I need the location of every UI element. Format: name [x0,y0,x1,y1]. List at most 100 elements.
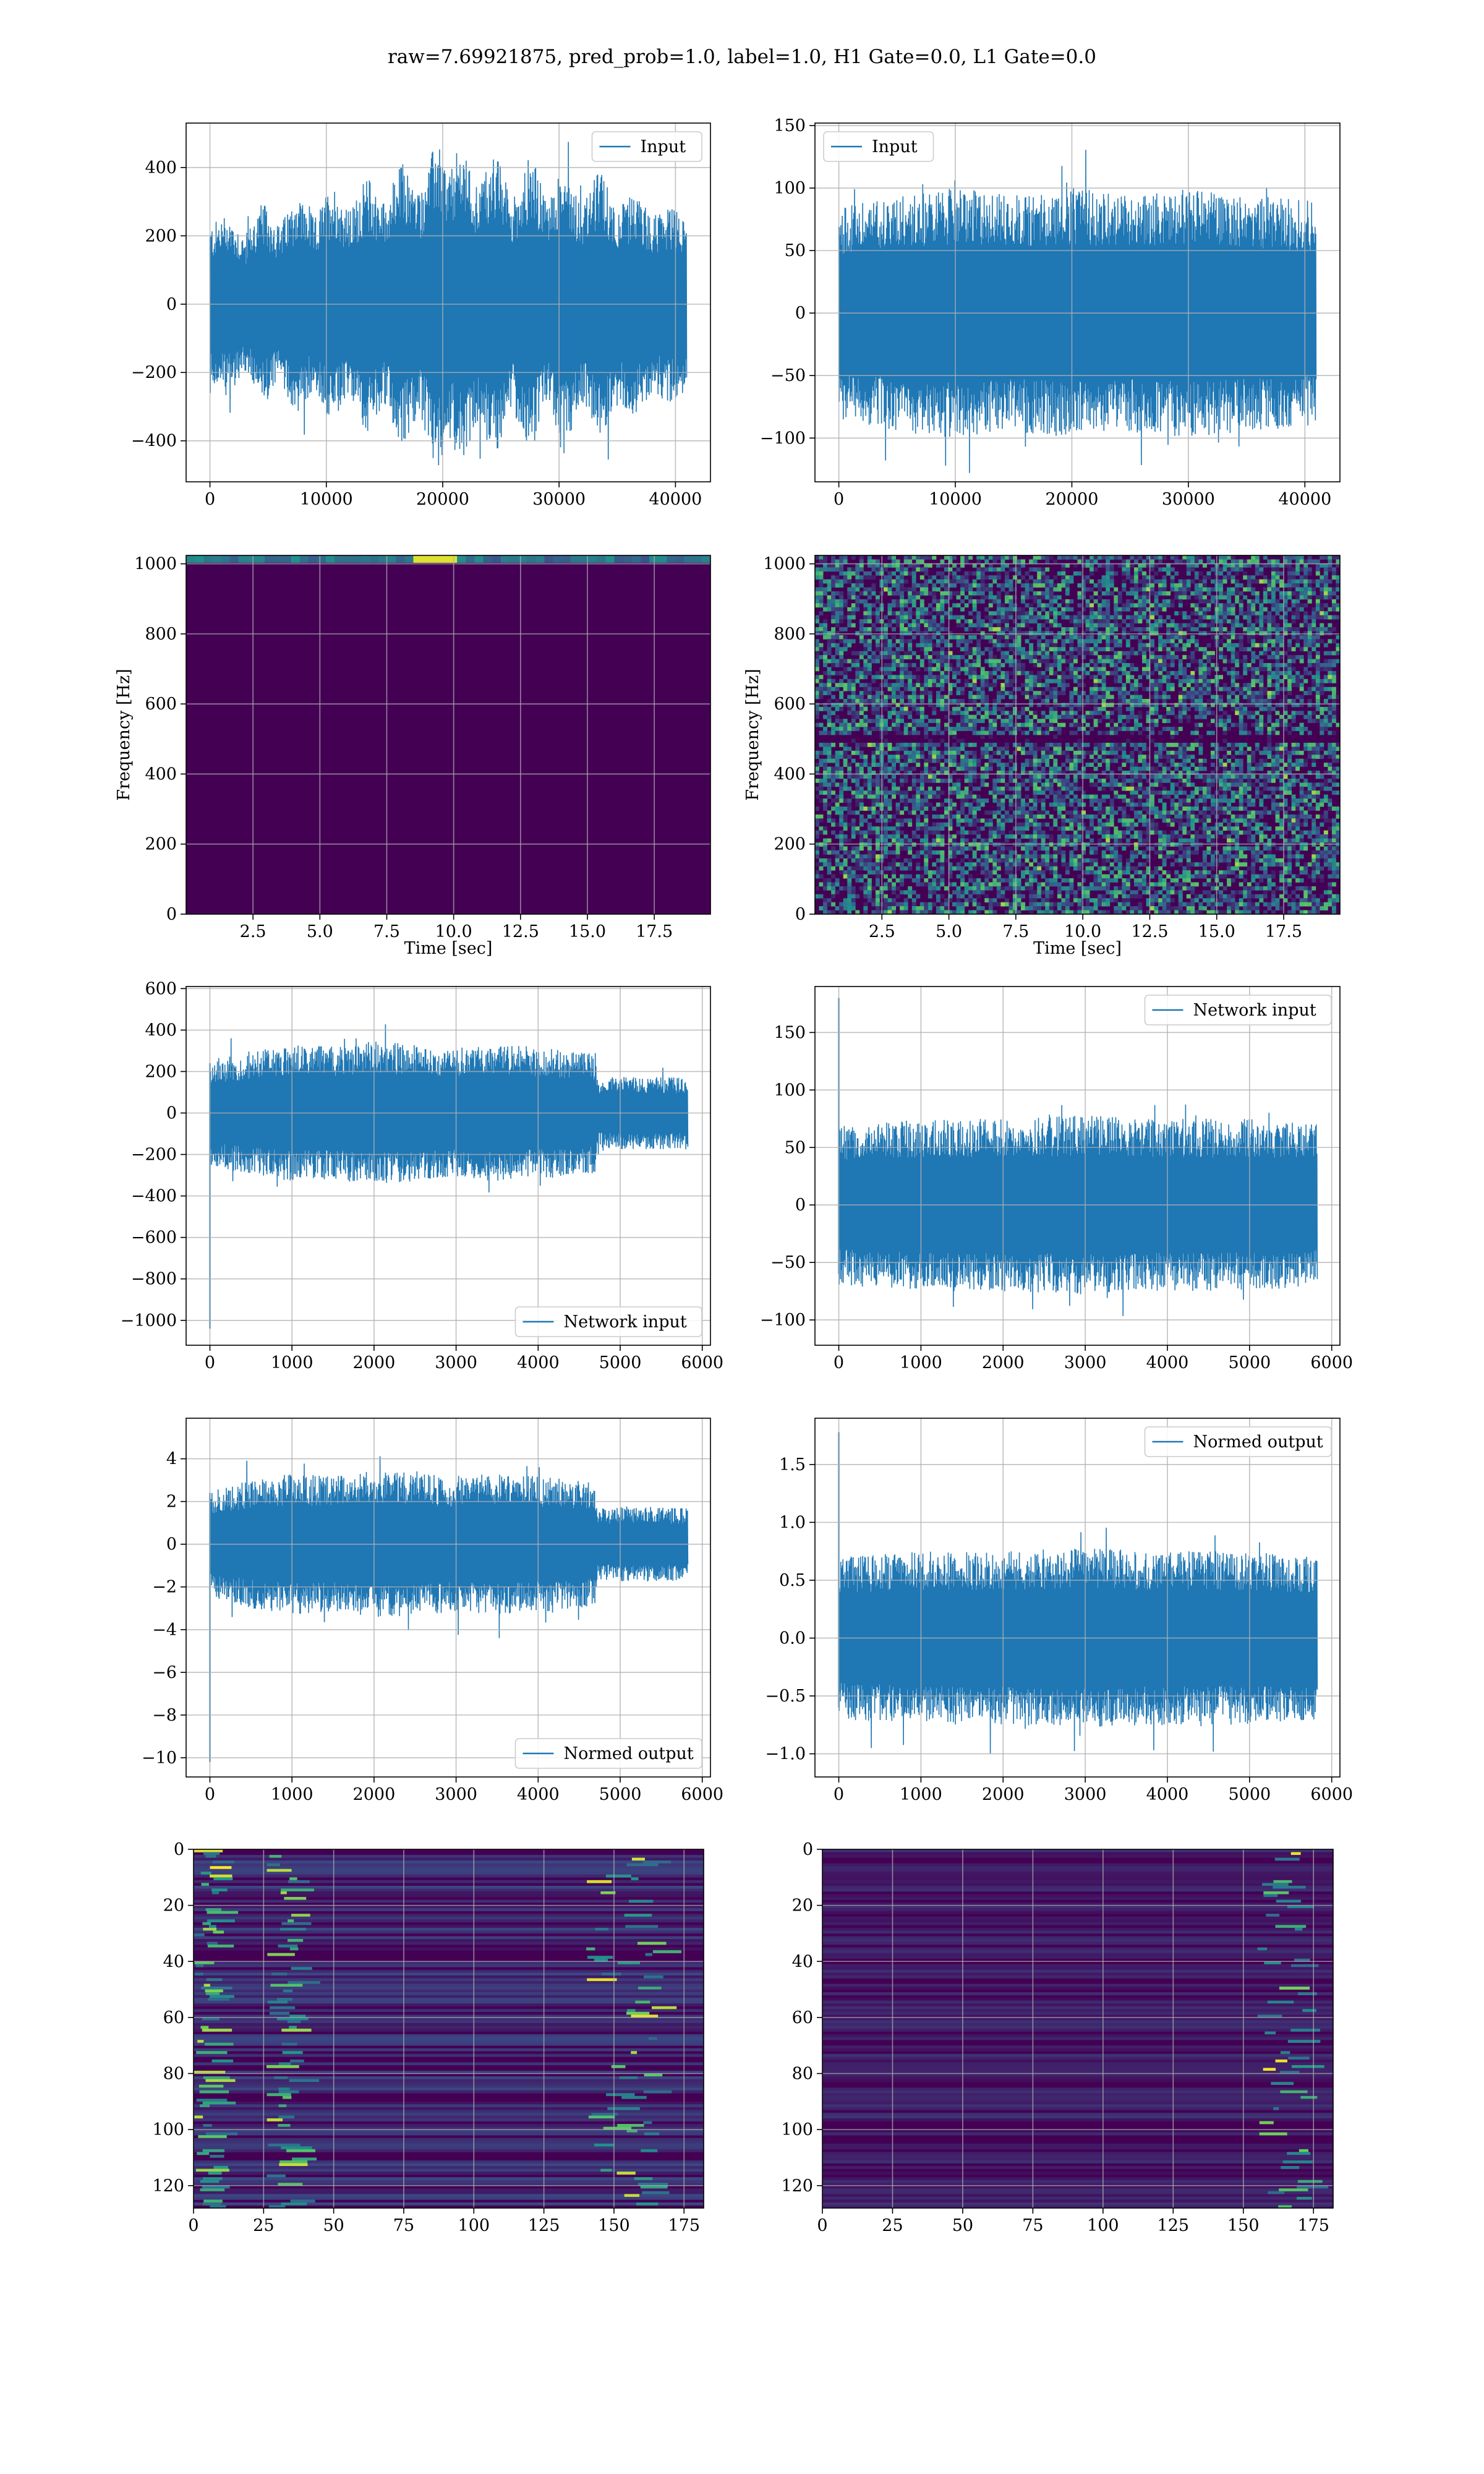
spectrogram-cell [1323,699,1328,703]
spectrogram-band-cell [229,555,239,563]
spectrogram-cell [1098,587,1102,592]
spectrogram-cell [1243,687,1248,691]
spectrogram-cell [1247,763,1252,767]
spectrogram-cell [1255,615,1260,620]
spectrogram-cell [831,755,836,760]
spectrogram-cell [1004,619,1009,623]
spectrogram-cell [839,619,844,623]
spectrogram-cell [1037,778,1042,783]
spectrogram-cell [1154,711,1159,716]
spectrogram-cell [1081,655,1086,659]
spectrogram-cell [1146,591,1151,596]
spectrogram-cell [1154,782,1159,787]
raw-input-h1-ytick-label: −200 [131,363,177,382]
spectrogram-cell [847,699,852,703]
spectrogram-cell [887,703,892,708]
spectrogram-cell [932,635,937,640]
spectrogram-cell [1049,750,1054,755]
spectrogram-band-cell [396,555,405,563]
spectrogram-cell [1130,651,1135,656]
spectrogram-cell [948,595,953,600]
spectrogram-cell [940,583,945,588]
spectrogram-cell [1037,771,1042,775]
spectrogram-cell [1267,635,1272,640]
spectrogram-cell [827,675,832,680]
spectrogram-cell [908,714,913,719]
spectrogram-cell [1017,782,1021,787]
spectrogram-cell [1259,643,1264,648]
spectrogram-cell [1299,687,1304,691]
spectrogram-cell [1307,742,1312,747]
spectrogram-cell [1222,763,1227,767]
spectrogram-cell [1291,591,1296,596]
spectrogram-cell [1141,758,1146,763]
spectrogram-cell [1025,722,1030,727]
spectrogram-cell [1230,703,1235,708]
spectrogram-cell [887,683,892,688]
spectrogram-cell [1109,670,1114,675]
spectrogram-cell [867,603,872,608]
spectrogram-cell [1081,755,1086,760]
spectrogram-cell [1033,766,1038,771]
spectrogram-band-cell [658,555,667,563]
spectrogram-cell [1307,643,1312,648]
spectrogram-cell [932,607,937,612]
spectrogram-cell [976,659,981,664]
spectrogram-cell [948,763,953,767]
spectrogram-cell [851,567,856,572]
spectrogram-cell [976,730,981,735]
spectrogram-cell [1101,782,1106,787]
spectrogram-cell [1182,643,1187,648]
spectrogram-cell [1287,659,1292,664]
spectrogram-cell [1283,722,1288,727]
spectrogram-cell [1065,758,1070,763]
spectrogram-cell [1041,655,1046,659]
spectrogram-cell [1307,571,1312,576]
spectrogram-cell [1049,655,1054,659]
spectrogram-cell [1222,755,1227,760]
spectrogram-cell [1328,555,1333,560]
spectrogram-cell [900,699,905,703]
spectrogram-cell [972,706,977,711]
spectrogram-cell [1182,711,1187,716]
spectrogram-cell [1247,619,1252,623]
spectrogram-cell [1174,727,1179,731]
spectrogram-cell [1182,559,1187,564]
spectrogram-cell [1328,771,1333,775]
spectrogram-cell [1098,742,1102,747]
spectrogram-cell [1336,758,1340,763]
spectrogram-cell [1255,655,1260,659]
spectrogram-cell [1331,778,1336,783]
spectrogram-cell [1049,599,1054,604]
spectrogram-cell [1085,730,1090,735]
spectrogram-cell [1230,782,1235,787]
spectrogram-cell [1227,643,1232,648]
spectrogram-cell [924,571,929,576]
spectrogram-cell [1186,571,1191,576]
spectrogram-cell [859,771,864,775]
spectrogram-cell [1291,659,1296,664]
spectrogram-cell [924,727,929,731]
spectrogram-cell [1206,670,1211,675]
spectrogram-cell [1029,774,1034,779]
spectrogram-cell [1098,667,1102,672]
spectrogram-cell [1146,595,1151,600]
spectrogram-cell [1307,635,1312,640]
spectrogram-cell [1109,555,1114,560]
spectrogram-cell [1133,727,1138,731]
spectrogram-cell [1025,771,1030,775]
spectrogram-cell [1154,667,1159,672]
spectrogram-cell [1098,583,1102,588]
spectrogram-cell [1267,691,1272,695]
spectrogram-cell [1150,727,1154,731]
spectrogram-cell [1077,603,1082,608]
spectrogram-cell [1114,643,1119,648]
spectrogram-cell [1166,627,1171,631]
spectrogram-cell [1033,663,1038,667]
spectrogram-cell [924,567,929,572]
spectrogram-cell [1315,571,1320,576]
spectrogram-cell [960,766,965,771]
spectrogram-cell [1259,663,1264,667]
spectrogram-cell [835,706,840,711]
